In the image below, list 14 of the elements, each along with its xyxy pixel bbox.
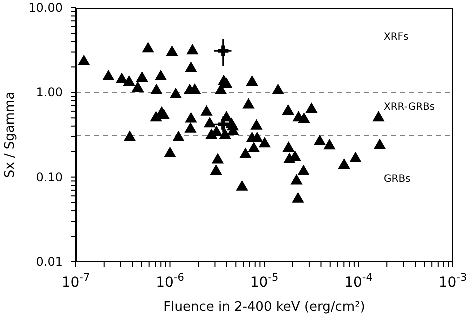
y-axis-title: Sx / Sgamma	[3, 92, 18, 178]
annotation: XRFs	[384, 32, 409, 44]
annotation: GRBs	[384, 174, 411, 186]
annotation: XRR-GRBs	[384, 102, 436, 114]
x-tick-label: 10$^{-3}$	[438, 272, 468, 291]
x-tick-label: 10$^{-5}$	[250, 272, 279, 291]
x-axis-title: Fluence in 2-400 keV (erg/cm²)	[164, 300, 366, 315]
x-tick-label: 10$^{-7}$	[62, 272, 90, 291]
y-tick-label: 0.01	[36, 255, 63, 269]
y-tick-label: 0.10	[36, 170, 63, 184]
y-tick-label: 10.00	[28, 1, 63, 15]
x-tick-label: 10$^{-4}$	[344, 272, 374, 291]
x-tick-label: 10$^{-6}$	[156, 272, 185, 291]
y-tick-label: 1.00	[36, 86, 63, 100]
